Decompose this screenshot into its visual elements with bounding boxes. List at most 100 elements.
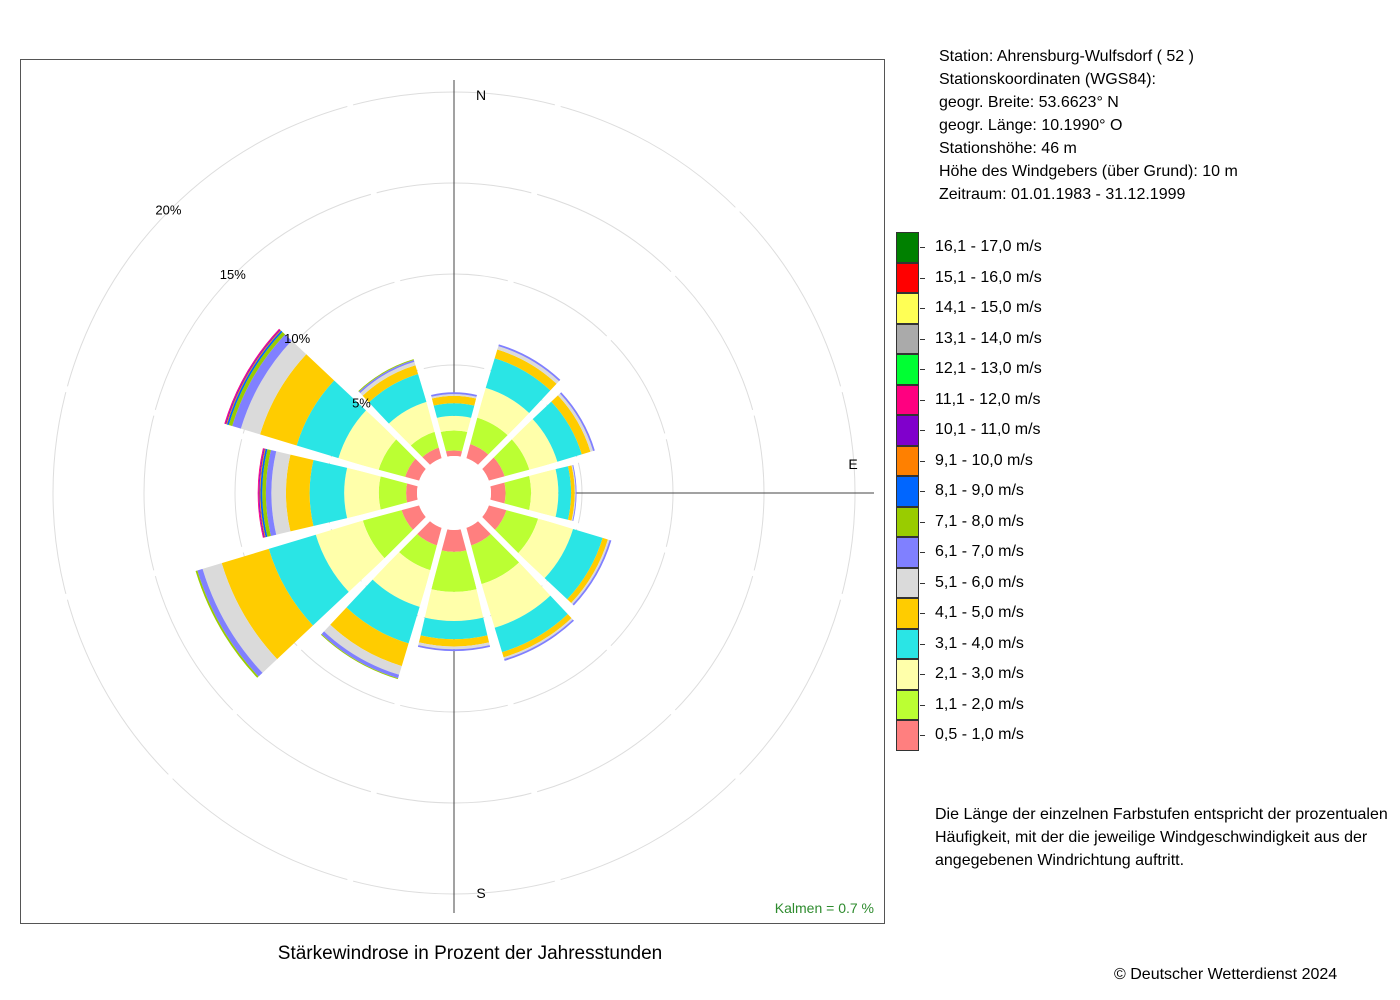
wedge-segment xyxy=(431,392,477,397)
wedge-segment xyxy=(232,334,292,429)
compass-label-east: E xyxy=(848,456,857,472)
legend-tick xyxy=(920,613,925,614)
legend-tick xyxy=(920,430,925,431)
wedge-segment xyxy=(258,448,265,538)
legend-swatch xyxy=(896,689,919,720)
wedge-segment xyxy=(202,563,278,673)
legend-label: 13,1 - 14,0 m/s xyxy=(935,329,1042,347)
wedge-segment xyxy=(421,447,444,467)
wedge-segment xyxy=(436,415,472,433)
wedge-segment xyxy=(551,395,591,455)
wedge-segment xyxy=(344,467,381,519)
legend-tick xyxy=(920,277,925,279)
wedge-segment xyxy=(362,508,414,559)
legend-tick xyxy=(920,643,925,645)
wedge-segment xyxy=(557,393,594,452)
wedge-segment xyxy=(468,417,508,456)
legend-tick xyxy=(920,369,925,370)
wedge-segment xyxy=(378,475,408,511)
ring-label: 10% xyxy=(284,331,310,346)
station-info: Station: Ahrensburg-Wulfsdorf ( 52 ) Sta… xyxy=(939,45,1238,206)
wedge-segment xyxy=(360,361,416,396)
wedge-segment xyxy=(262,449,271,537)
legend-swatch xyxy=(896,445,919,476)
legend-swatch xyxy=(896,232,919,263)
legend-swatch xyxy=(896,384,919,415)
wedge-segment xyxy=(260,448,268,538)
wedge-segment xyxy=(431,395,477,406)
wedge-segment xyxy=(567,465,575,521)
wedge-gap xyxy=(98,137,457,496)
wedge-segment xyxy=(571,539,610,605)
wedge-segment xyxy=(362,365,419,403)
calm-label: Kalmen = 0.7 % xyxy=(775,900,874,916)
station-latitude: geogr. Breite: 53.6623° N xyxy=(939,94,1119,111)
wedge-segment xyxy=(368,373,427,424)
wedge-segment xyxy=(494,595,568,653)
legend-swatch xyxy=(896,628,919,659)
direction-330 xyxy=(358,359,444,467)
wedge-segment xyxy=(511,419,558,471)
wedge-segment xyxy=(309,460,348,526)
wedge-segment xyxy=(572,465,577,521)
chart-title: Stärkewindrose in Prozent der Jahresstun… xyxy=(277,943,663,964)
wedge-gap xyxy=(453,374,884,496)
legend-label: 5,1 - 6,0 m/s xyxy=(935,573,1024,591)
legend-swatch xyxy=(896,323,919,354)
wedge-segment xyxy=(481,562,551,628)
wedge-segment xyxy=(485,358,551,413)
wedge-segment xyxy=(444,450,464,457)
calm-circle xyxy=(417,456,491,530)
wedge-segment xyxy=(439,430,469,452)
wedge-segment xyxy=(518,518,574,579)
legend-label: 3,1 - 4,0 m/s xyxy=(935,634,1024,652)
anemometer-height: Höhe des Windgebers (über Grund): 10 m xyxy=(939,163,1238,180)
legend-tick xyxy=(920,460,925,462)
wedge-segment xyxy=(469,533,520,585)
ring-label: 5% xyxy=(352,395,371,410)
legend-tick xyxy=(920,735,925,736)
wedge-gap xyxy=(98,490,457,849)
legend-label: 12,1 - 13,0 m/s xyxy=(935,360,1042,377)
ring-label: 20% xyxy=(155,202,181,217)
legend-label: 2,1 - 3,0 m/s xyxy=(935,665,1024,682)
legend-label: 11,1 - 12,0 m/s xyxy=(935,390,1041,408)
legend-tick xyxy=(920,491,925,492)
wedge-gap xyxy=(451,492,573,923)
wedge-segment xyxy=(330,607,409,667)
wedge-segment xyxy=(321,631,400,679)
wedge-segment xyxy=(418,642,490,650)
wedge-segment xyxy=(529,469,559,517)
wedge-segment xyxy=(265,450,277,536)
wedge-segment xyxy=(417,645,491,652)
legend-swatch xyxy=(896,598,919,629)
wedge-gap xyxy=(335,492,457,923)
wedge-segment xyxy=(544,528,603,600)
compass-label-south: S xyxy=(476,885,485,901)
wedge-segment xyxy=(424,589,484,621)
wedge-segment xyxy=(296,380,366,459)
legend-tick xyxy=(920,552,925,553)
wedge-segment xyxy=(240,340,307,435)
wedge-segment xyxy=(532,401,582,462)
wedge-segment xyxy=(567,537,608,604)
station-coordinates-heading: Stationskoordinaten (WGS84): xyxy=(939,71,1156,88)
legend-tick xyxy=(920,399,925,401)
direction-270 xyxy=(257,448,418,538)
direction-30 xyxy=(464,344,561,467)
legend-swatch xyxy=(896,659,919,690)
wedge-segment xyxy=(372,551,431,607)
legend-label: 15,1 - 16,0 m/s xyxy=(935,268,1042,286)
legend-tick xyxy=(920,521,925,523)
wedge-segment xyxy=(259,448,266,538)
legend-label: 6,1 - 7,0 m/s xyxy=(935,543,1024,560)
legend-tick xyxy=(920,308,925,309)
direction-150 xyxy=(464,519,575,661)
wedge-segment xyxy=(271,451,291,535)
wedge-segment xyxy=(433,403,475,418)
wedge-segment xyxy=(388,401,436,447)
legend-swatch xyxy=(896,354,919,385)
explanation-note: Die Länge der einzelnen Farbstufen entsp… xyxy=(935,803,1395,872)
wedge-segment xyxy=(571,465,576,521)
legend-tick xyxy=(920,582,925,584)
